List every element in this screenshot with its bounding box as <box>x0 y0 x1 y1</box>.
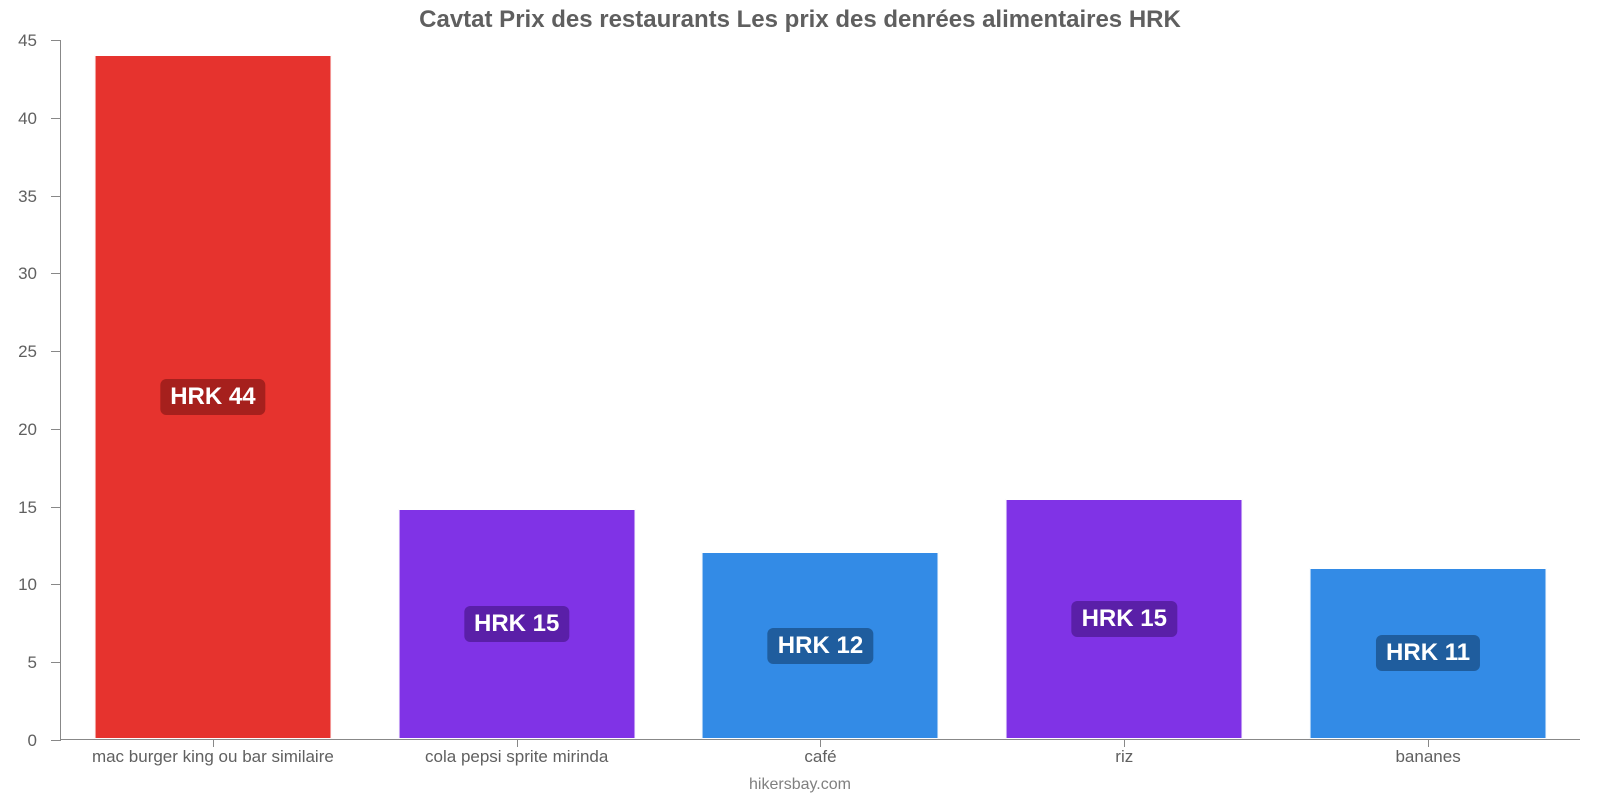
y-tick: 10 <box>51 584 61 585</box>
y-tick-label: 10 <box>18 575 37 595</box>
y-tick-label: 20 <box>18 420 37 440</box>
y-tick: 25 <box>51 351 61 352</box>
x-tick <box>213 739 214 747</box>
value-badge: HRK 12 <box>768 628 873 664</box>
bar-slot: HRK 15riz <box>972 40 1276 739</box>
x-label: riz <box>1115 747 1133 767</box>
y-tick-label: 5 <box>28 653 37 673</box>
bar-slot: HRK 12café <box>669 40 973 739</box>
x-label: cola pepsi sprite mirinda <box>425 747 608 767</box>
y-tick: 0 <box>51 740 61 741</box>
y-tick-label: 30 <box>18 264 37 284</box>
y-tick: 20 <box>51 429 61 430</box>
value-badge: HRK 44 <box>160 379 265 415</box>
y-tick: 30 <box>51 273 61 274</box>
bar-slot: HRK 44mac burger king ou bar similaire <box>61 40 365 739</box>
value-badge: HRK 15 <box>464 606 569 642</box>
y-tick-label: 40 <box>18 109 37 129</box>
x-label: café <box>804 747 836 767</box>
y-tick-label: 0 <box>28 731 37 751</box>
y-tick-label: 45 <box>18 31 37 51</box>
y-tick: 5 <box>51 662 61 663</box>
bar-slot: HRK 15cola pepsi sprite mirinda <box>365 40 669 739</box>
x-tick <box>1428 739 1429 747</box>
y-tick: 15 <box>51 507 61 508</box>
y-tick-label: 15 <box>18 498 37 518</box>
x-label: bananes <box>1395 747 1460 767</box>
x-tick <box>820 739 821 747</box>
y-tick: 35 <box>51 196 61 197</box>
value-badge: HRK 15 <box>1072 601 1177 637</box>
plot-area: HRK 44mac burger king ou bar similaireHR… <box>60 40 1580 740</box>
y-tick-label: 25 <box>18 342 37 362</box>
bars-container: HRK 44mac burger king ou bar similaireHR… <box>61 40 1580 739</box>
value-badge: HRK 11 <box>1376 635 1480 671</box>
x-tick <box>1124 739 1125 747</box>
y-tick: 45 <box>51 40 61 41</box>
chart-title: Cavtat Prix des restaurants Les prix des… <box>0 6 1600 34</box>
x-label: mac burger king ou bar similaire <box>92 747 334 767</box>
x-tick <box>517 739 518 747</box>
bar-slot: HRK 11bananes <box>1276 40 1580 739</box>
y-tick: 40 <box>51 118 61 119</box>
price-bar-chart: Cavtat Prix des restaurants Les prix des… <box>0 0 1600 800</box>
y-tick-label: 35 <box>18 187 37 207</box>
chart-footer: hikersbay.com <box>0 776 1600 794</box>
